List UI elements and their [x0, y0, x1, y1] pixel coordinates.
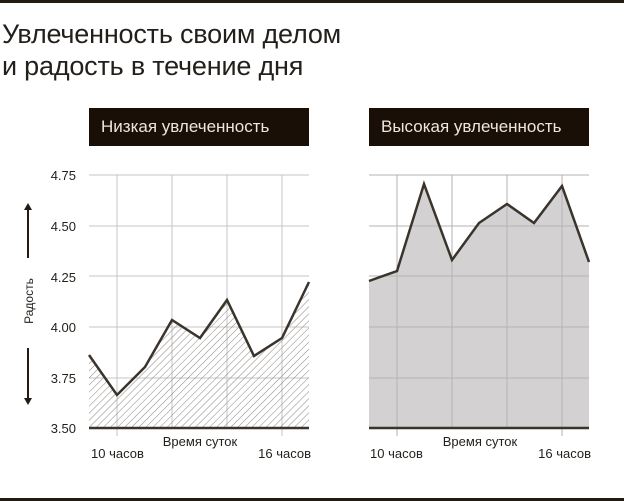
chart-low-engagement: Время суток 10 часов 16 часов: [87, 174, 311, 461]
x-axis-title: Время суток: [163, 434, 238, 449]
area-fill-hatched: [89, 282, 309, 428]
y-axis-label-group: Радость: [22, 203, 36, 405]
y-tick: 4.00: [51, 320, 76, 335]
chart-title: Увлеченность своим делом и радость в теч…: [2, 18, 341, 82]
panel-header-low-engagement: Низкая увлеченность: [89, 108, 309, 146]
up-arrow-head-icon: [24, 203, 32, 210]
series-line: [368, 180, 591, 283]
title-line-1: Увлеченность своим делом: [2, 19, 342, 49]
title-line-2: и радость в течение дня: [2, 51, 304, 81]
bottom-rule: [0, 498, 624, 501]
y-tick-labels: 4.75 4.50 4.25 4.00 3.75 3.50: [51, 168, 76, 436]
x-tick-10: 10 часов: [370, 446, 423, 461]
y-tick: 4.25: [51, 270, 76, 285]
x-tick-16: 16 часов: [538, 446, 591, 461]
y-tick: 4.75: [51, 168, 76, 183]
series-line: [87, 281, 311, 397]
top-rule: [0, 0, 624, 3]
x-tick-10: 10 часов: [91, 446, 144, 461]
y-tick: 3.75: [51, 371, 76, 386]
down-arrow-head-icon: [24, 398, 32, 405]
y-tick: 4.50: [51, 219, 76, 234]
area-fill-solid: [369, 184, 589, 428]
panel-header-high-engagement: Высокая увлеченность: [369, 108, 589, 146]
y-tick: 3.50: [51, 421, 76, 436]
x-tick-16: 16 часов: [258, 446, 311, 461]
y-axis-label: Радость: [22, 278, 36, 324]
grid: [369, 174, 589, 436]
chart-high-engagement: Время суток 10 часов 16 часов: [368, 174, 591, 461]
x-axis-title: Время суток: [443, 434, 518, 449]
